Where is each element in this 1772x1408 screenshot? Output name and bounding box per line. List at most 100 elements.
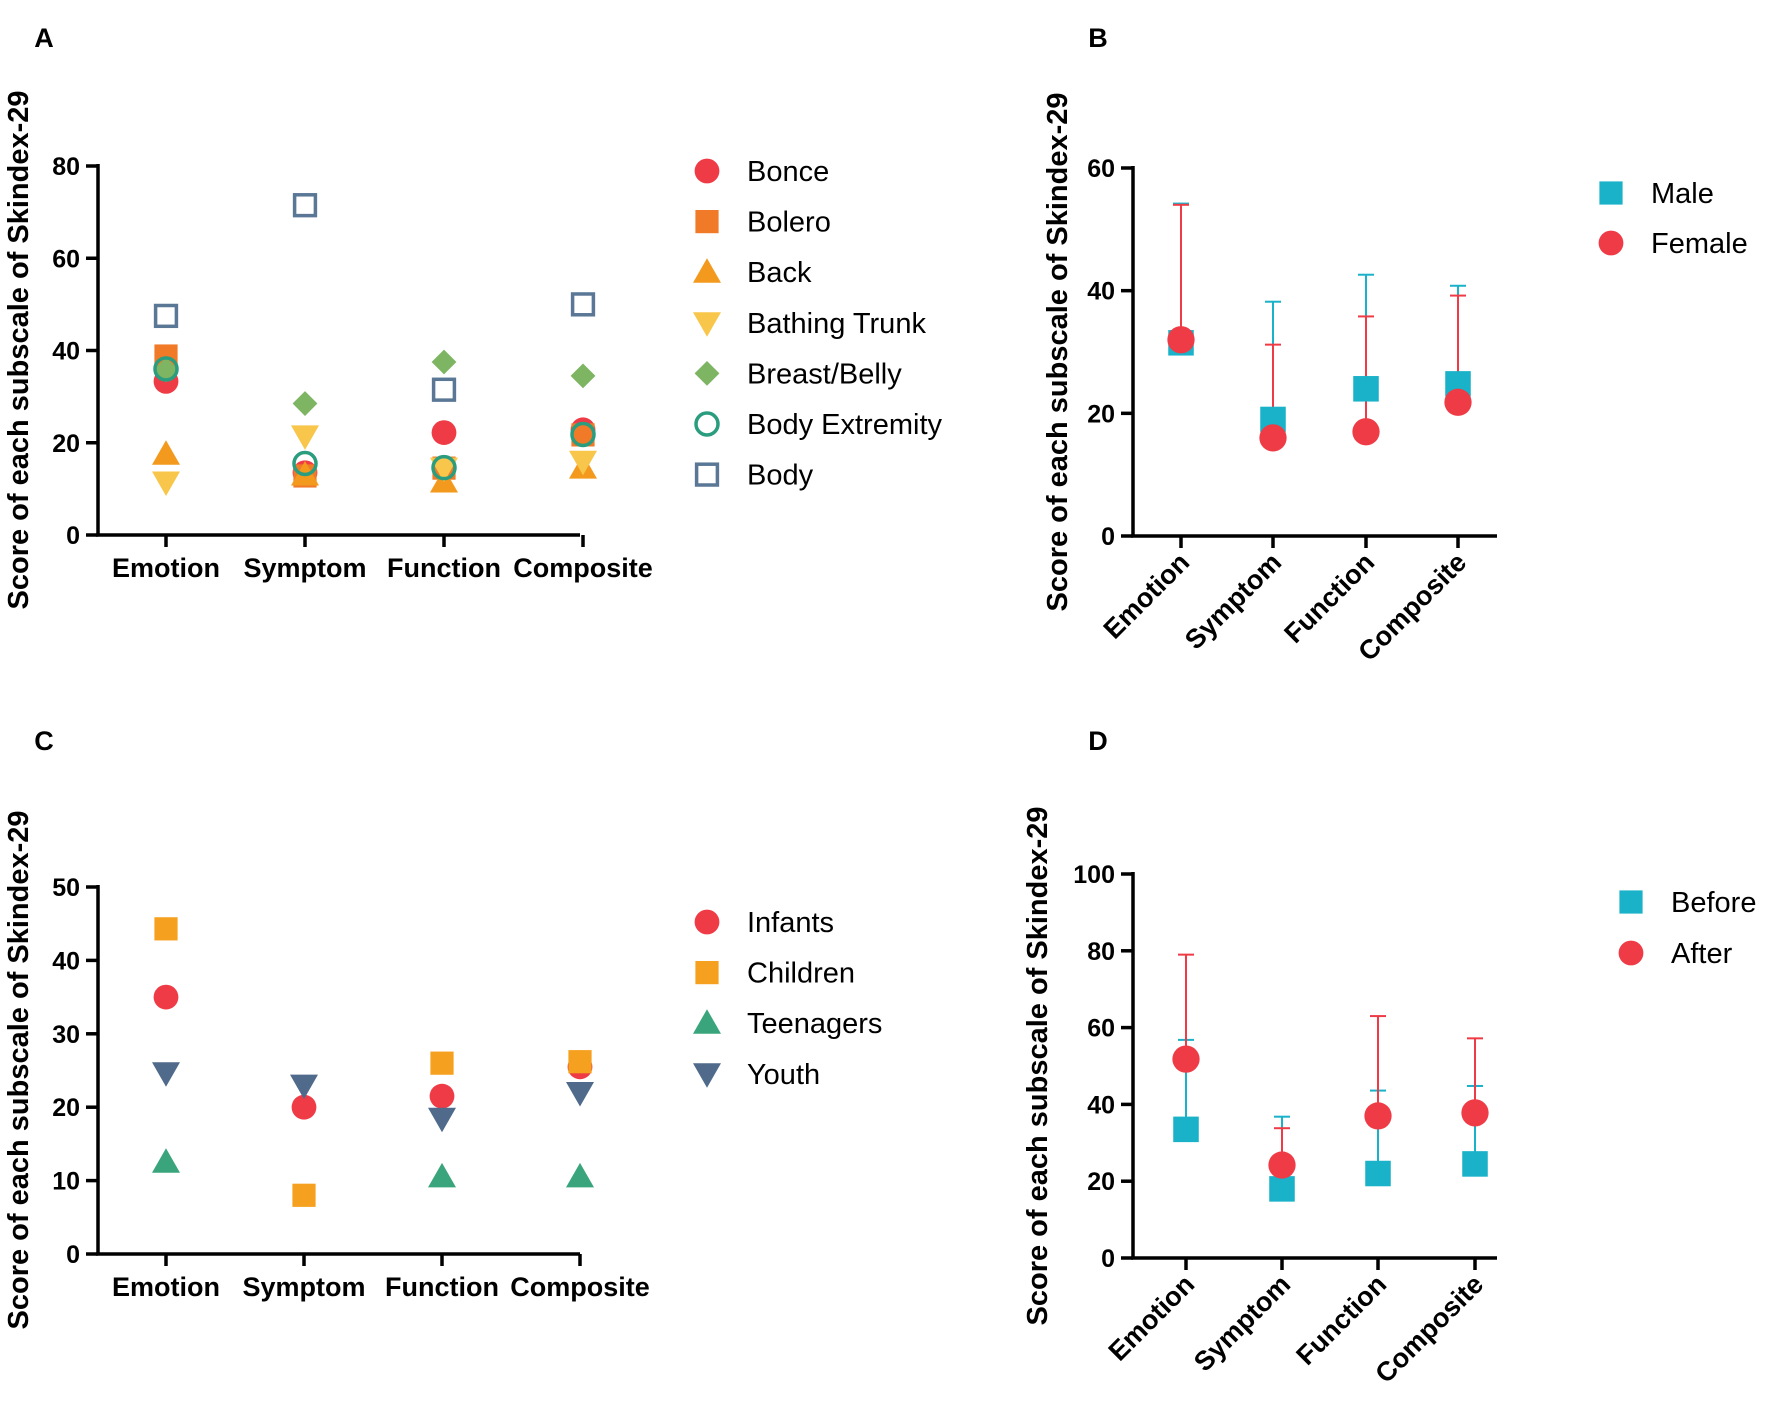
legend-marker (1619, 890, 1643, 914)
data-point (566, 1162, 594, 1188)
data-point (1364, 1102, 1392, 1130)
y-tick-label: 80 (52, 153, 80, 181)
data-point (1352, 418, 1380, 446)
data-point (431, 377, 457, 402)
legend-label: Youth (747, 1059, 820, 1091)
y-tick-label: 20 (1087, 400, 1115, 428)
y-axis-label: Score of each subscale of Skindex-29 (1022, 807, 1054, 1326)
legend-marker (693, 1009, 721, 1034)
data-point (291, 1094, 317, 1120)
legend-marker (694, 158, 720, 184)
data-point (152, 440, 180, 465)
data-point (153, 303, 179, 329)
y-tick-label: 100 (1073, 861, 1115, 889)
panel-label: D (1088, 726, 1108, 756)
legend-label: Bathing Trunk (747, 308, 926, 340)
legend-marker (695, 961, 719, 985)
legend-marker (693, 258, 721, 283)
panel-a: A Score of each subscale of Skindex-29 0 20… (3, 23, 942, 609)
legend-label: Male (1651, 178, 1714, 210)
data-point (1268, 1151, 1296, 1179)
legend-marker (694, 411, 720, 437)
legend-label: Infants (747, 907, 834, 939)
legend-marker (1618, 940, 1644, 966)
y-tick-label: 60 (1087, 155, 1115, 183)
data-point (152, 1148, 180, 1173)
x-category-label: Composite (513, 553, 653, 583)
legend: Bonce Bolero Back Bathing Trunk Breast/Belly… (693, 156, 942, 492)
data-point (431, 454, 457, 481)
x-category-label: Emotion (1103, 1269, 1201, 1367)
data-point (1259, 424, 1287, 452)
y-tick-label: 0 (1101, 523, 1115, 551)
legend-label: Teenagers (747, 1008, 882, 1040)
x-category-label: Composite (510, 1272, 650, 1302)
y-tick-label: 20 (1087, 1168, 1115, 1196)
data-point (292, 391, 318, 416)
data-point (1167, 326, 1195, 354)
panel-b: B Score of each subscale of Skindex-29 0 20… (1042, 23, 1748, 667)
legend-label: Back (747, 257, 812, 289)
y-tick-label: 0 (66, 1241, 80, 1269)
data-point (431, 349, 457, 375)
data-point (154, 344, 178, 368)
y-tick-label: 40 (1087, 1091, 1115, 1119)
data-point (291, 425, 319, 450)
y-tick-label: 0 (1101, 1245, 1115, 1273)
data-point (1172, 1045, 1200, 1073)
legend-label: Bolero (747, 207, 831, 239)
panel-c: C Score of each subscale of Skindex-29 0 10… (3, 726, 882, 1329)
data-point (1269, 1176, 1295, 1202)
data-point (153, 984, 179, 1010)
y-tick-label: 20 (52, 430, 80, 458)
y-tick-label: 40 (1087, 278, 1115, 306)
legend-label: Body (747, 460, 814, 492)
data-point (292, 450, 318, 477)
legend-marker (693, 1063, 721, 1088)
y-tick-label: 30 (52, 1021, 80, 1049)
legend-marker (694, 909, 720, 935)
y-axis-label: Score of each subscale of Skindex-29 (3, 811, 35, 1330)
y-tick-label: 60 (1087, 1015, 1115, 1043)
x-category-label: Emotion (112, 553, 220, 583)
data-point (568, 1050, 592, 1074)
legend-label: Bonce (747, 156, 829, 188)
data-point (1173, 1116, 1199, 1143)
legend-marker (694, 462, 720, 487)
legend-label: Body Extremity (747, 409, 942, 441)
data-point (153, 357, 179, 383)
legend-label: Children (747, 958, 855, 990)
y-tick-label: 50 (52, 874, 80, 902)
y-axis-label: Score of each subscale of Skindex-29 (3, 91, 35, 610)
data-point (152, 1062, 180, 1087)
y-axis-label: Score of each subscale of Skindex-29 (1042, 93, 1074, 612)
data-point (292, 1183, 316, 1207)
panel-d: D Score of each subscale of Skindex-29 0 20… (1022, 726, 1756, 1389)
y-tick-label: 80 (1087, 938, 1115, 966)
legend-marker (1599, 181, 1623, 205)
data-point (1462, 1151, 1488, 1177)
data-point (154, 917, 178, 941)
data-point (569, 450, 597, 476)
data-point (152, 471, 180, 496)
panel-label: A (34, 23, 54, 53)
legend: Before After (1618, 887, 1756, 970)
y-tick-label: 20 (52, 1094, 80, 1122)
data-point (570, 292, 596, 317)
data-point (430, 457, 458, 483)
x-category-label: Symptom (1179, 547, 1287, 655)
data-point (428, 1107, 456, 1133)
legend-label: Before (1671, 887, 1756, 919)
data-point (428, 1162, 456, 1188)
data-point (430, 1051, 454, 1075)
data-point (431, 420, 457, 446)
y-tick-label: 0 (66, 522, 80, 550)
data-point (1444, 388, 1472, 416)
panel-label: C (34, 726, 54, 756)
y-tick-label: 60 (52, 245, 80, 273)
x-category-label: Symptom (242, 1272, 365, 1302)
x-category-label: Function (1290, 1269, 1392, 1371)
data-point (566, 1082, 594, 1107)
data-point (1365, 1160, 1391, 1187)
